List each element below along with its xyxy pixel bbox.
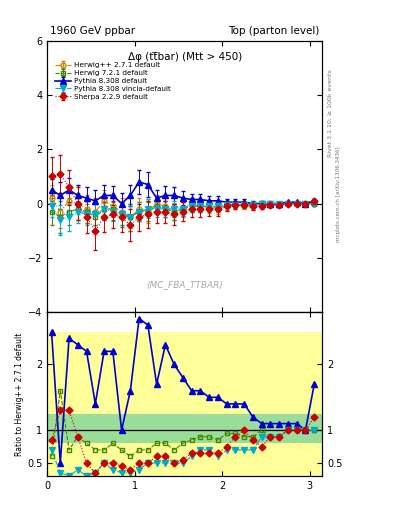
Text: Δφ (tt̅bar) (Mtt > 450): Δφ (tt̅bar) (Mtt > 450) bbox=[128, 52, 242, 62]
Text: Top (parton level): Top (parton level) bbox=[228, 26, 320, 35]
Text: (MC_FBA_TTBAR): (MC_FBA_TTBAR) bbox=[146, 281, 223, 289]
Legend: Herwig++ 2.7.1 default, Herwig 7.2.1 default, Pythia 8.308 default, Pythia 8.308: Herwig++ 2.7.1 default, Herwig 7.2.1 def… bbox=[53, 61, 172, 101]
Bar bbox=[47, 332, 322, 476]
Bar bbox=[47, 414, 322, 443]
Y-axis label: Ratio to Herwig++ 2.7.1 default: Ratio to Herwig++ 2.7.1 default bbox=[15, 332, 24, 456]
Text: mcplots.cern.ch [arXiv:1306.3436]: mcplots.cern.ch [arXiv:1306.3436] bbox=[336, 147, 341, 242]
Text: Rivet 3.1.10; ≥ 100k events: Rivet 3.1.10; ≥ 100k events bbox=[328, 69, 333, 157]
Text: 1960 GeV ppbar: 1960 GeV ppbar bbox=[50, 26, 135, 35]
